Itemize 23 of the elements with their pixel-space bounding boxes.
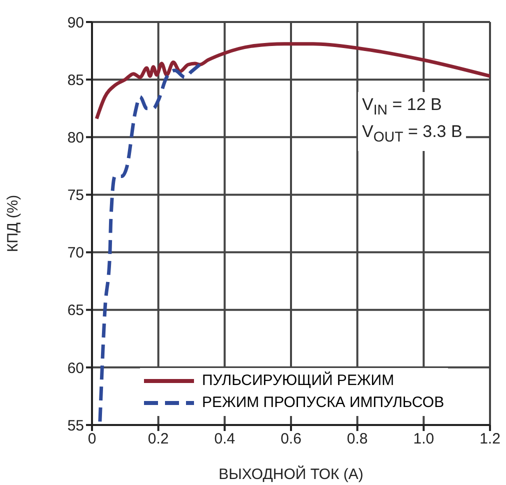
y-tick-label: 65 xyxy=(67,302,84,320)
annotation: V$_{OUT}$ = 3.3 B xyxy=(362,121,462,148)
y-tick-label: 80 xyxy=(67,129,84,146)
y-tick-label: 90 xyxy=(67,14,84,32)
x-tick-label: 0 xyxy=(88,430,96,448)
y-tick-label: 70 xyxy=(67,244,84,262)
y-tick-label: 75 xyxy=(67,187,84,204)
line-series xyxy=(94,42,490,120)
x-tick-label: 1.2 xyxy=(480,430,500,448)
legend-label: ПУЛЬСИРУЮЩИЙ РЕЖИМ xyxy=(202,370,394,391)
x-tick-label: 0.4 xyxy=(214,430,236,448)
x-tick-label: 0.2 xyxy=(148,430,169,448)
y-tick-label: 55 xyxy=(67,417,84,434)
legend-label: РЕЖИМ ПРОПУСКА ИМПУЛЬСОВ xyxy=(202,393,444,413)
y-tick-label: 60 xyxy=(67,360,84,377)
x-tick-label: 1.0 xyxy=(413,430,434,448)
x-tick-label: 0.8 xyxy=(346,430,368,448)
annotation: V$_{IN}$ = 12 B xyxy=(362,94,443,120)
line-series xyxy=(98,62,202,424)
y-tick-label: 85 xyxy=(67,72,84,89)
x-tick-label: 0.6 xyxy=(280,430,302,448)
y-axis-title: КПД (%) xyxy=(4,194,22,252)
x-axis-title: ВЫХОДНОЙ ТОК (А) xyxy=(218,465,364,483)
